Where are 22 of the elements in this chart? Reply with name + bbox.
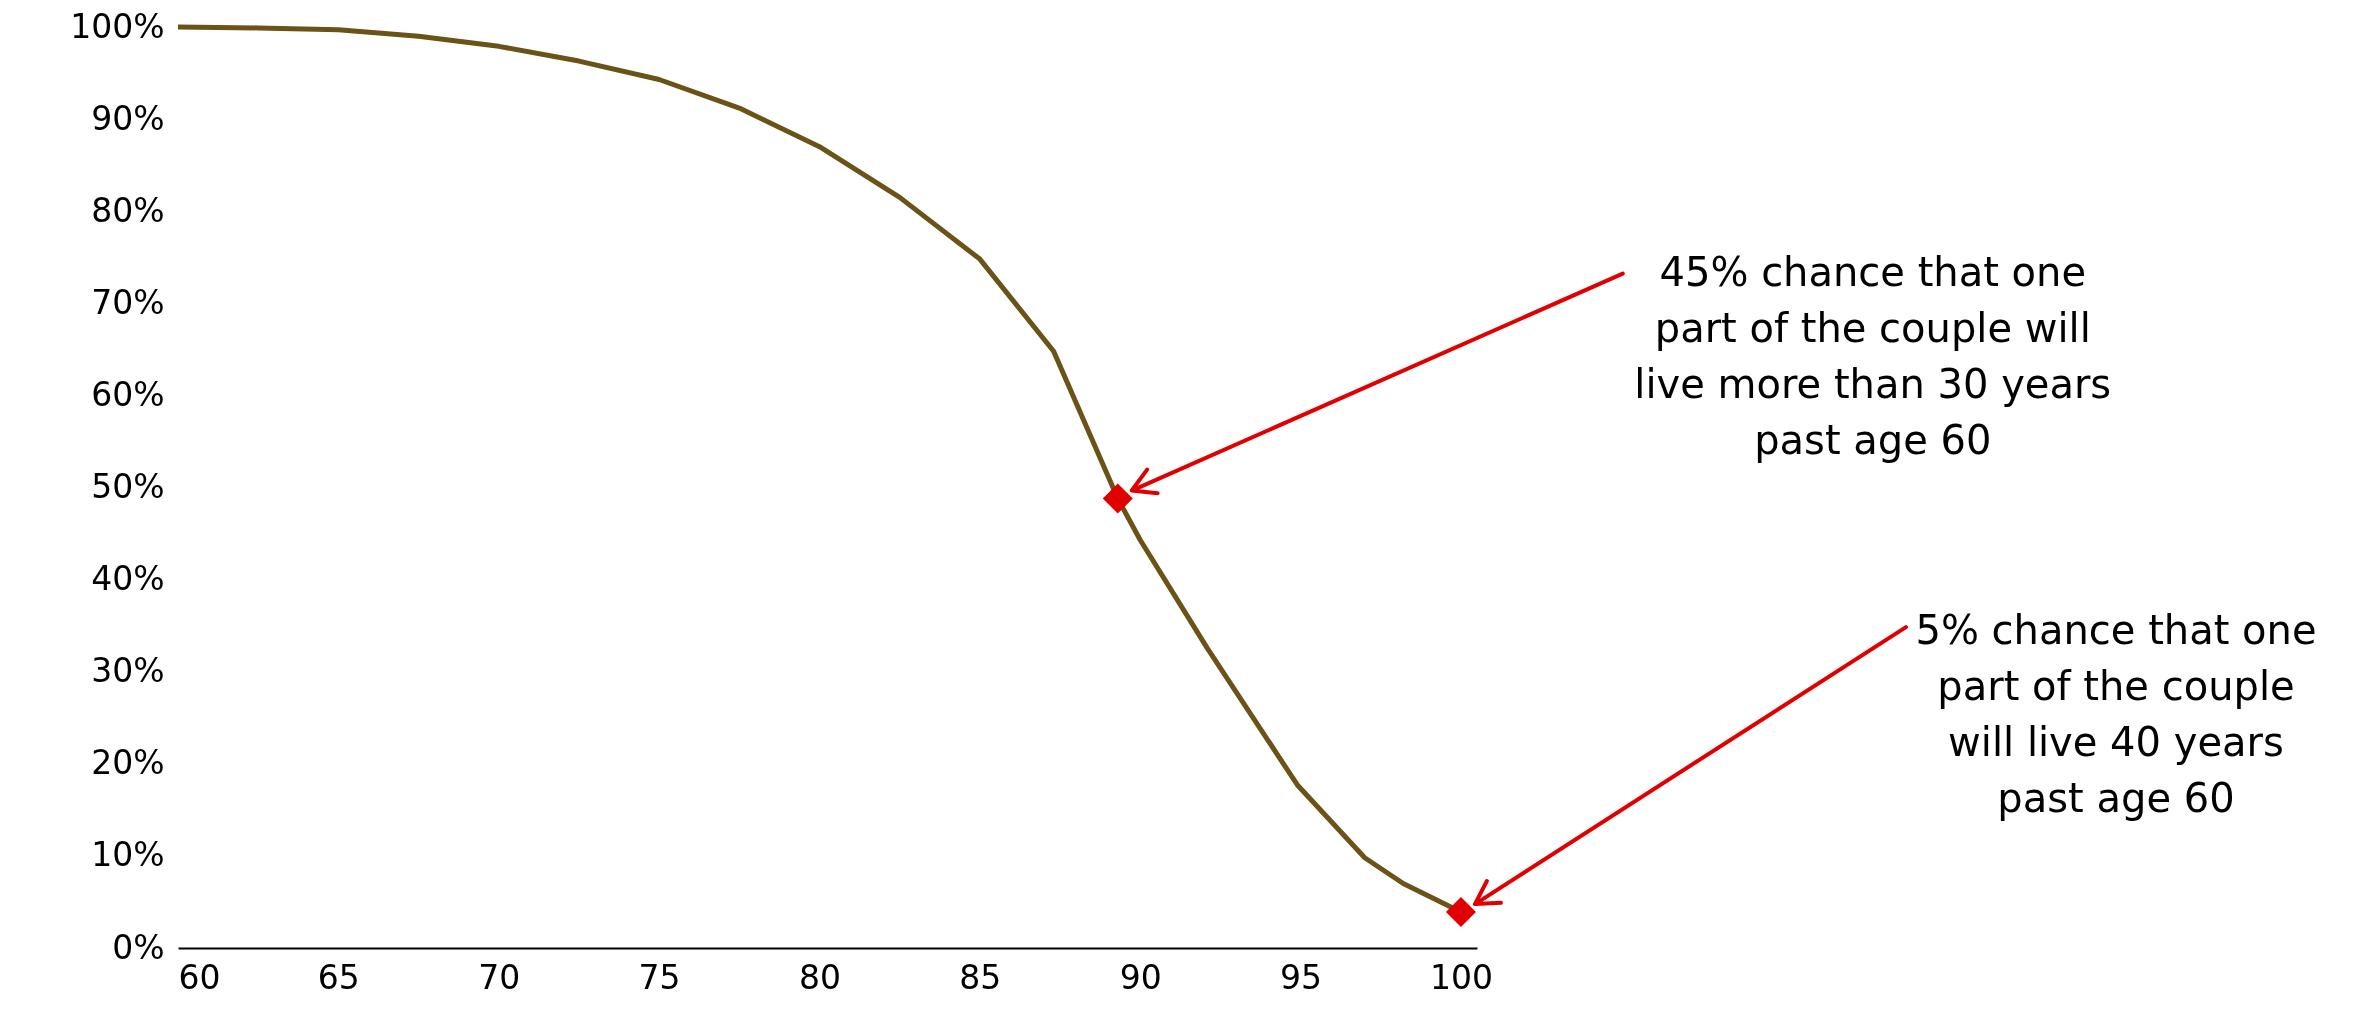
y-tick-label: 100% (70, 6, 165, 46)
y-tick-label: 60% (91, 374, 165, 414)
text: 5% chance that one part of the couple will live 40 years past age 60 (1915, 607, 2317, 822)
y-tick-label: 0% (112, 927, 165, 967)
text: 45% chance that one part of the couple will live more than 30 years past age 60 (1634, 248, 2112, 463)
x-tick-label: 85 (959, 957, 1002, 997)
y-tick-label: 10% (91, 835, 165, 875)
y-tick-label: 20% (91, 743, 165, 783)
y-tick-label: 90% (91, 98, 165, 138)
y-tick-label: 50% (91, 467, 165, 506)
y-tick-label: 40% (91, 559, 165, 599)
y-tick-label: 80% (91, 190, 165, 230)
y-tick-label: 30% (91, 651, 165, 691)
x-tick-label: 80 (798, 957, 841, 997)
x-tick-label: 90 (1119, 957, 1162, 997)
y-tick-label: 70% (91, 282, 165, 322)
x-tick-label: 70 (478, 957, 521, 997)
x-tick-label: 75 (638, 957, 681, 997)
x-tick-label: 100 (1429, 957, 1493, 997)
x-tick-label: 65 (317, 957, 360, 997)
x-tick-label: 95 (1280, 957, 1323, 997)
x-tick-label: 60 (178, 957, 221, 997)
